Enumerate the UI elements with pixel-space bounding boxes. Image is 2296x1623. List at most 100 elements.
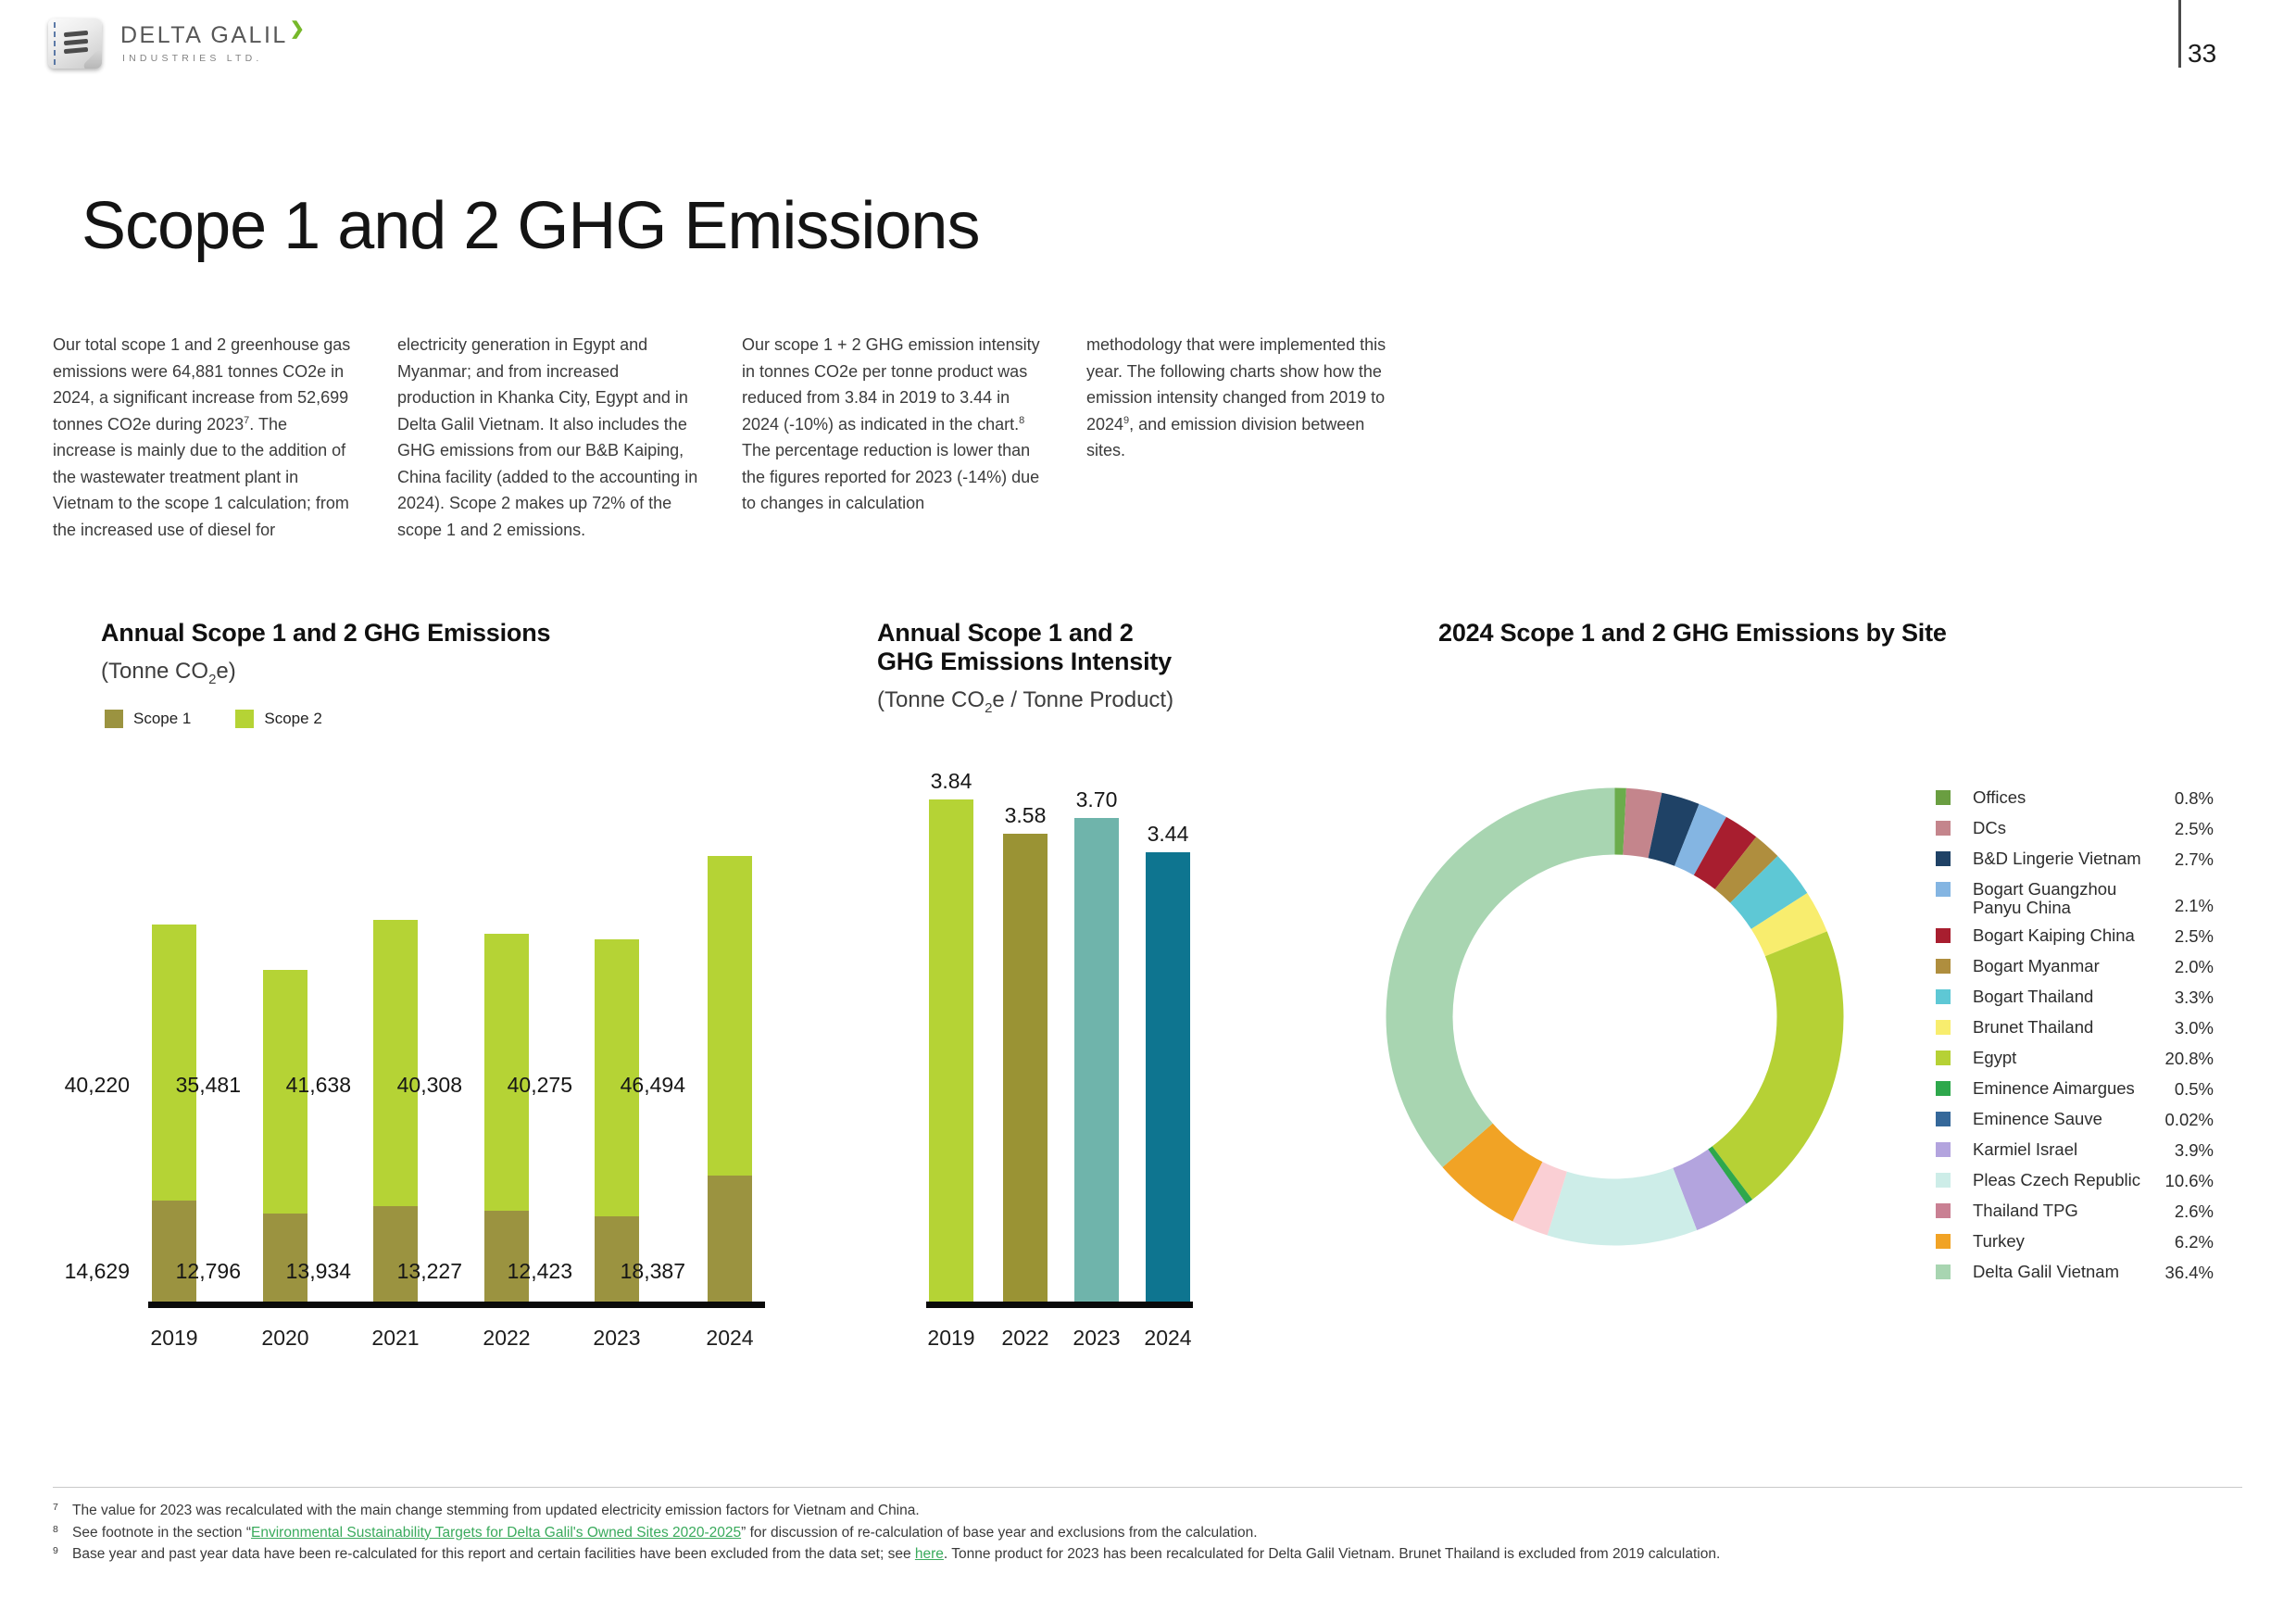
site-legend-row-egypt: Egypt 20.8% xyxy=(1936,1049,2214,1069)
site-legend-swatch xyxy=(1936,1020,1951,1035)
intensity-bar-2023 xyxy=(1074,818,1119,1302)
intensity-value-label-2023: 3.70 xyxy=(1075,787,1118,812)
footnote-7: 7 The value for 2023 was recalculated wit… xyxy=(53,1502,2239,1519)
site-legend-row-eminence-aimargues: Eminence Aimargues 0.5% xyxy=(1936,1079,2214,1100)
intro-text: methodology that were implemented this y… xyxy=(1086,335,1386,434)
scope-1-swatch xyxy=(105,710,123,728)
scope1-value-label-2023: 12,423 xyxy=(507,1259,572,1283)
chart2-year-label-2019: 2019 xyxy=(927,1326,975,1350)
site-legend-swatch xyxy=(1936,1112,1951,1126)
delta-galil-logo: DELTA GALIL ❯ INDUSTRIES LTD. xyxy=(48,19,305,69)
footnote-text: The value for 2023 was recalculated with… xyxy=(72,1503,920,1518)
footnote-link[interactable]: Environmental Sustainability Targets for… xyxy=(251,1524,742,1541)
donut-slice-karmiel-israel xyxy=(1673,1149,1747,1231)
chart2-title: Annual Scope 1 and 2 GHG Emissions Inten… xyxy=(877,619,1172,675)
site-legend-row-pleas-czech-republic: Pleas Czech Republic 10.6% xyxy=(1936,1171,2214,1191)
footnote-number: 7 xyxy=(53,1502,58,1513)
site-legend-swatch xyxy=(1936,821,1951,836)
scope2-bar-2023 xyxy=(595,939,639,1216)
site-legend-percent: 0.5% xyxy=(2174,1079,2214,1099)
chart1-legend: Scope 1 Scope 2 xyxy=(105,710,367,728)
intensity-bar-2024 xyxy=(1146,852,1190,1302)
site-legend-swatch xyxy=(1936,959,1951,974)
scope2-value-label-2024: 46,494 xyxy=(620,1073,685,1097)
fabric-logo-icon xyxy=(48,19,102,69)
chart2-unit: (Tonne CO2e / Tonne Product) xyxy=(877,687,1174,716)
scope1-bar-2019 xyxy=(152,1201,196,1302)
site-legend-row-bogart-thailand: Bogart Thailand 3.3% xyxy=(1936,988,2214,1008)
site-legend-swatch xyxy=(1936,1234,1951,1249)
donut-slice-bogart-kaiping-china xyxy=(1693,816,1757,889)
site-legend-swatch xyxy=(1936,851,1951,866)
scope1-bar-2021 xyxy=(373,1206,418,1302)
intro-column-3: Our scope 1 + 2 GHG emission intensity i… xyxy=(742,332,1043,543)
legend-item-scope-1: Scope 1 xyxy=(105,710,191,728)
site-legend-percent: 2.6% xyxy=(2174,1202,2214,1221)
scope1-value-label-2019: 14,629 xyxy=(64,1259,130,1283)
scope1-value-label-2024: 18,387 xyxy=(620,1259,685,1283)
site-legend-label: Bogart Myanmar xyxy=(1973,956,2100,975)
site-legend-row-bogart-guangzhou-panyu-china: Bogart Guangzhou Panyu China 2.1% xyxy=(1936,880,2214,916)
chart1-year-label-2022: 2022 xyxy=(483,1326,531,1350)
intro-column-2: electricity generation in Egypt and Myan… xyxy=(397,332,698,543)
scope1-value-label-2021: 13,934 xyxy=(285,1259,351,1283)
site-legend-label: Pleas Czech Republic xyxy=(1973,1170,2140,1189)
site-legend-label: DCs xyxy=(1973,818,2006,837)
site-legend-row-bogart-kaiping-china: Bogart Kaiping China 2.5% xyxy=(1936,926,2214,947)
donut-slice-b-d-lingerie-vietnam xyxy=(1648,792,1700,866)
site-legend-percent: 0.02% xyxy=(2164,1110,2214,1129)
intensity-bar-2022 xyxy=(1003,834,1048,1302)
site-legend-percent: 20.8% xyxy=(2164,1049,2214,1068)
donut-slice-bogart-guangzhou-panyu-china xyxy=(1674,803,1726,875)
site-legend-label: Egypt xyxy=(1973,1048,2017,1067)
donut-slice-bogart-thailand xyxy=(1730,856,1808,929)
site-legend-label: Brunet Thailand xyxy=(1973,1017,2094,1037)
intensity-value-label-2024: 3.44 xyxy=(1147,822,1189,846)
donut-slice-dcs xyxy=(1623,787,1662,859)
page-number-divider xyxy=(2178,0,2181,68)
intro-column-4: methodology that were implemented this y… xyxy=(1086,332,1387,543)
scope2-bar-2021 xyxy=(373,920,418,1206)
scope1-bar-2023 xyxy=(595,1216,639,1302)
donut-slice-brunet-thailand xyxy=(1750,893,1827,957)
footnote-ref: 8 xyxy=(1019,414,1025,426)
intensity-value-label-2022: 3.58 xyxy=(1004,803,1047,827)
intensity-bar-2019 xyxy=(929,799,973,1302)
site-legend-row-delta-galil-vietnam: Delta Galil Vietnam 36.4% xyxy=(1936,1263,2214,1283)
site-legend-swatch xyxy=(1936,928,1951,943)
scope1-bar-2020 xyxy=(263,1214,307,1302)
footnote-text: ” for discussion of re-calculation of ba… xyxy=(741,1524,1258,1541)
intro-text: , and emission division between sites. xyxy=(1086,414,1365,460)
chart2-year-label-2022: 2022 xyxy=(1001,1326,1049,1350)
emissions-by-site-donut-chart xyxy=(1386,787,1844,1246)
site-legend-label: Turkey xyxy=(1973,1231,2025,1251)
site-legend-label: Bogart Thailand xyxy=(1973,987,2094,1006)
footnote-ref: 7 xyxy=(244,414,250,426)
site-legend-row-eminence-sauve: Eminence Sauve 0.02% xyxy=(1936,1110,2214,1130)
chart1-unit: (Tonne CO2e) xyxy=(101,659,236,687)
chart1-year-label-2019: 2019 xyxy=(150,1326,198,1350)
scope2-bar-2019 xyxy=(152,925,196,1201)
legend-label: Scope 1 xyxy=(133,710,192,727)
page-title: Scope 1 and 2 GHG Emissions xyxy=(82,189,980,263)
site-legend-percent: 3.3% xyxy=(2174,988,2214,1007)
logo-brand-text: DELTA GALIL ❯ xyxy=(120,19,307,48)
site-legend-percent: 2.5% xyxy=(2174,819,2214,838)
intro-column-1: Our total scope 1 and 2 greenhouse gas e… xyxy=(53,332,354,543)
scope2-bar-2020 xyxy=(263,970,307,1214)
donut-slice-bogart-myanmar xyxy=(1714,837,1778,903)
site-legend-label: Delta Galil Vietnam xyxy=(1973,1262,2120,1281)
scope2-value-label-2021: 41,638 xyxy=(285,1073,351,1097)
chart2-x-axis xyxy=(926,1302,1193,1308)
site-legend-percent: 2.0% xyxy=(2174,957,2214,976)
chart2-year-label-2024: 2024 xyxy=(1144,1326,1192,1350)
site-legend-percent: 2.5% xyxy=(2174,926,2214,946)
footnote-link[interactable]: here xyxy=(914,1546,944,1562)
donut-slice-thailand-tpg xyxy=(1512,1162,1567,1236)
intro-text: electricity generation in Egypt and Myan… xyxy=(397,335,698,539)
chart1-year-label-2023: 2023 xyxy=(593,1326,641,1350)
site-legend-label: Offices xyxy=(1973,787,2026,807)
footnote-ref: 9 xyxy=(1123,414,1130,426)
chart1-year-label-2024: 2024 xyxy=(706,1326,754,1350)
site-legend-label: Eminence Sauve xyxy=(1973,1109,2102,1128)
